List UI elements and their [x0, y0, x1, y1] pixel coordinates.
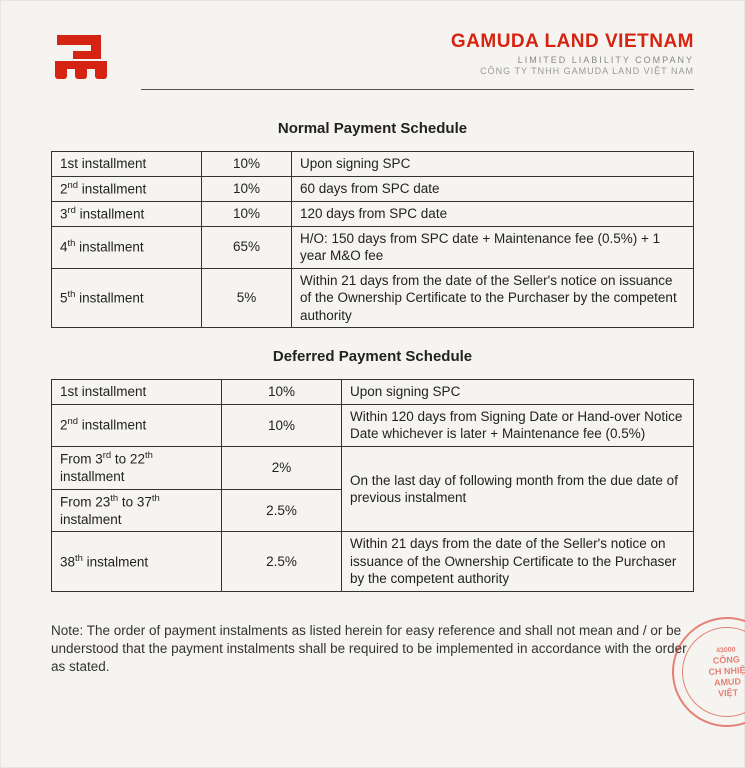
- table-row: 38th instalment2.5%Within 21 days from t…: [52, 532, 694, 592]
- deferred-schedule-title: Deferred Payment Schedule: [51, 348, 694, 365]
- installment-cell: 38th instalment: [52, 532, 222, 592]
- header-divider: [141, 89, 694, 90]
- company-logo-icon: [51, 31, 111, 81]
- installment-cell: 1st installment: [52, 152, 202, 177]
- normal-schedule-title: Normal Payment Schedule: [51, 120, 694, 137]
- percent-cell: 65%: [202, 226, 292, 268]
- table-row: 1st installment10%Upon signing SPC: [52, 152, 694, 177]
- description-cell: Within 21 days from the date of the Sell…: [342, 532, 694, 592]
- percent-cell: 2.5%: [222, 532, 342, 592]
- description-cell: Within 120 days from Signing Date or Han…: [342, 404, 694, 446]
- company-subtitle-en: LIMITED LIABILITY COMPANY: [151, 55, 694, 65]
- percent-cell: 10%: [202, 152, 292, 177]
- installment-cell: 1st installment: [52, 380, 222, 405]
- table-row: 2nd installment10%Within 120 days from S…: [52, 404, 694, 446]
- installment-cell: 4th installment: [52, 226, 202, 268]
- percent-cell: 10%: [202, 176, 292, 201]
- letterhead: GAMUDA LAND VIETNAM LIMITED LIABILITY CO…: [51, 31, 694, 81]
- table-row: 2nd installment10%60 days from SPC date: [52, 176, 694, 201]
- description-cell: 60 days from SPC date: [292, 176, 694, 201]
- description-cell: On the last day of following month from …: [342, 447, 694, 532]
- percent-cell: 10%: [222, 404, 342, 446]
- table-row: 3rd installment10%120 days from SPC date: [52, 201, 694, 226]
- description-cell: Within 21 days from the date of the Sell…: [292, 268, 694, 328]
- description-cell: Upon signing SPC: [292, 152, 694, 177]
- percent-cell: 2.5%: [222, 489, 342, 532]
- table-row: 4th installment65%H/O: 150 days from SPC…: [52, 226, 694, 268]
- table-row: From 3rd to 22th installment2%On the las…: [52, 447, 694, 490]
- installment-cell: From 23th to 37th instalment: [52, 489, 222, 532]
- percent-cell: 5%: [202, 268, 292, 328]
- deferred-schedule-table: 1st installment10%Upon signing SPC2nd in…: [51, 379, 694, 591]
- installment-cell: From 3rd to 22th installment: [52, 447, 222, 490]
- company-info: GAMUDA LAND VIETNAM LIMITED LIABILITY CO…: [151, 31, 694, 76]
- footnote: Note: The order of payment instalments a…: [51, 622, 694, 677]
- document-page: GAMUDA LAND VIETNAM LIMITED LIABILITY CO…: [1, 1, 744, 697]
- table-row: 5th installment5%Within 21 days from the…: [52, 268, 694, 328]
- installment-cell: 2nd installment: [52, 404, 222, 446]
- description-cell: Upon signing SPC: [342, 380, 694, 405]
- percent-cell: 10%: [202, 201, 292, 226]
- installment-cell: 5th installment: [52, 268, 202, 328]
- company-name: GAMUDA LAND VIETNAM: [151, 31, 694, 53]
- installment-cell: 3rd installment: [52, 201, 202, 226]
- normal-schedule-table: 1st installment10%Upon signing SPC2nd in…: [51, 151, 694, 328]
- description-cell: 120 days from SPC date: [292, 201, 694, 226]
- table-row: 1st installment10%Upon signing SPC: [52, 380, 694, 405]
- percent-cell: 10%: [222, 380, 342, 405]
- company-subtitle-vn: CÔNG TY TNHH GAMUDA LAND VIỆT NAM: [151, 66, 694, 76]
- installment-cell: 2nd installment: [52, 176, 202, 201]
- description-cell: H/O: 150 days from SPC date + Maintenanc…: [292, 226, 694, 268]
- percent-cell: 2%: [222, 447, 342, 490]
